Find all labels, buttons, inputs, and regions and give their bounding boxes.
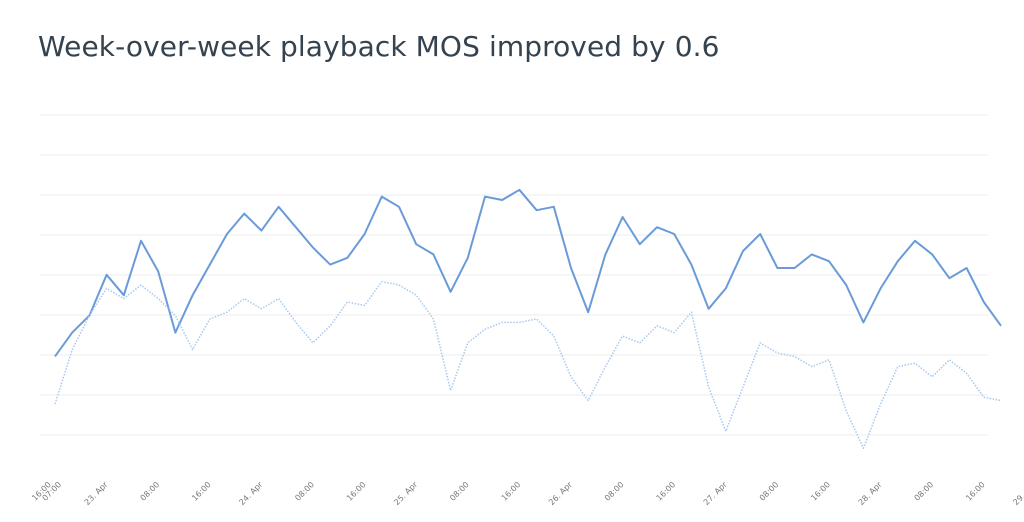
chart-title: Week-over-week playback MOS improved by … xyxy=(38,30,720,63)
x-tick-label: 23. Apr xyxy=(83,480,110,507)
x-tick-label: 08:00 xyxy=(758,480,781,503)
x-tick-label: 16:00 xyxy=(655,480,678,503)
x-tick-label: 24. Apr xyxy=(237,480,264,507)
x-tick-label: 08:00 xyxy=(603,480,626,503)
x-tick-label: 08:00 xyxy=(139,480,162,503)
series-layer xyxy=(54,188,1002,449)
x-tick-label: 08:00 xyxy=(913,480,936,503)
x-tick-label: 16:00 xyxy=(345,480,368,503)
x-tick-label: 16:00 xyxy=(500,480,523,503)
x-tick-label: 08:00 xyxy=(293,480,316,503)
grid-lines xyxy=(40,114,988,436)
x-tick-label: 27. Apr xyxy=(702,480,729,507)
series-line-previous-week xyxy=(54,280,1002,449)
x-tick-label: 28. Apr xyxy=(857,480,884,507)
x-tick-label: 26. Apr xyxy=(547,480,574,507)
x-tick-label: 16:00 xyxy=(190,480,213,503)
x-tick-label: 16:00 xyxy=(964,480,987,503)
x-tick-label: 25. Apr xyxy=(392,480,419,507)
x-tick-label: 29. Apr xyxy=(1011,480,1024,507)
x-tick-label: 16:00 xyxy=(809,480,832,503)
series-line-current-week xyxy=(54,188,1002,357)
x-tick-label: 08:00 xyxy=(448,480,471,503)
